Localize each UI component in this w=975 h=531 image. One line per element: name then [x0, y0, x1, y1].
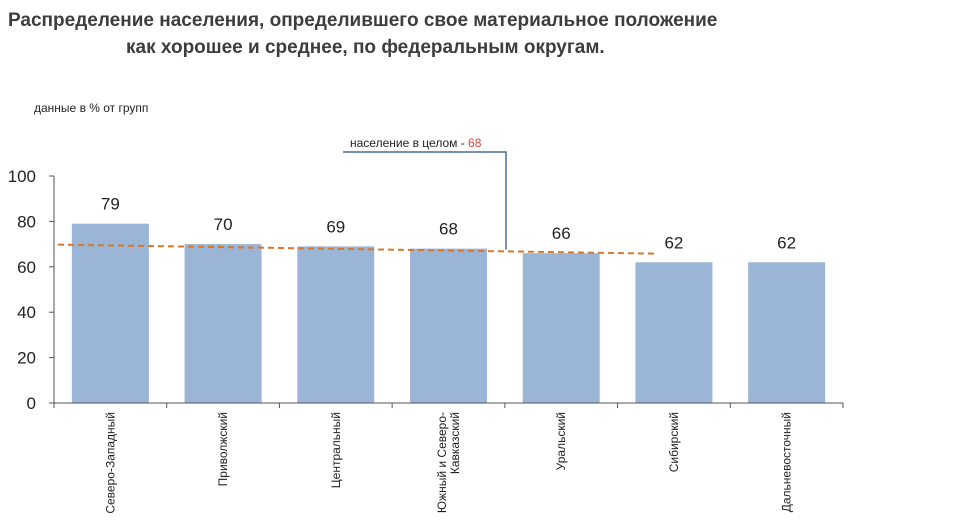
bar: [71, 223, 149, 403]
reference-label: население в целом - 68: [350, 136, 482, 150]
reference-callout: [343, 151, 507, 250]
y-tick-label: 0: [27, 394, 36, 413]
x-tick-label: Сибирский: [667, 412, 681, 472]
data-label: 68: [439, 220, 458, 239]
units-label: данные в % от групп: [34, 101, 149, 115]
x-tick-label: Приволжский: [216, 412, 230, 486]
chart-title-line-1: Распределение населения, определившего с…: [8, 10, 718, 31]
x-tick-label: Северо-Западный: [103, 412, 117, 514]
chart-title-line-2: как хорошее и среднее, по федеральным ок…: [126, 37, 605, 58]
bar: [184, 244, 262, 403]
reference-value: 68: [468, 136, 482, 150]
y-tick-label: 100: [8, 167, 36, 186]
chart-title: Распределение населения, определившего с…: [8, 7, 768, 61]
bar: [748, 262, 826, 403]
data-label: 70: [214, 215, 233, 234]
y-tick-label: 60: [17, 258, 36, 277]
x-tick-label: Уральский: [554, 412, 568, 470]
bar: [635, 262, 713, 403]
bar: [522, 253, 600, 403]
data-label: 66: [552, 224, 571, 243]
x-tick-label: Южный и Северо-Кавказский: [435, 412, 462, 513]
y-tick-label: 20: [17, 349, 36, 368]
data-label: 62: [777, 233, 796, 252]
x-tick-label: Дальневосточный: [780, 412, 794, 512]
y-tick-label: 80: [17, 212, 36, 231]
bar: [410, 248, 487, 403]
data-label: 79: [101, 195, 120, 214]
x-tick-label: Центральный: [329, 412, 343, 488]
y-tick-label: 40: [17, 303, 36, 322]
data-label: 62: [664, 233, 683, 252]
data-label: 69: [326, 217, 345, 236]
bar: [297, 246, 375, 403]
